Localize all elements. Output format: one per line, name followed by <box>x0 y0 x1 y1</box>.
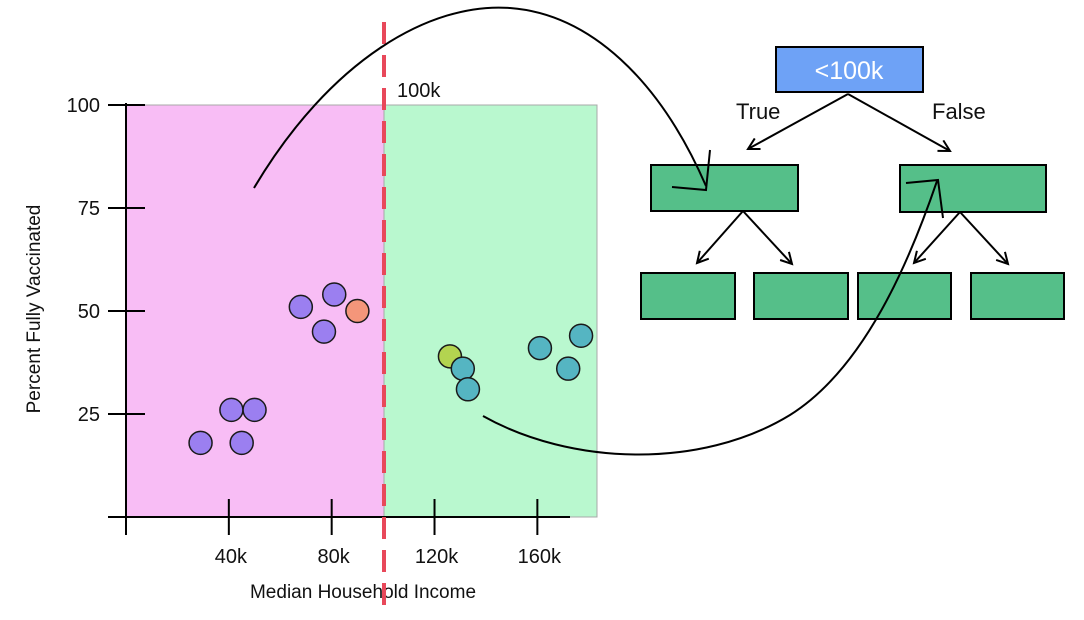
y-tick-label: 100 <box>67 95 100 117</box>
y-tick-label: 50 <box>78 301 100 323</box>
y-tick-label: 75 <box>78 198 100 220</box>
x-tick-label: 160k <box>518 546 562 568</box>
data-point <box>229 430 254 456</box>
x-tick-label: 120k <box>415 546 459 568</box>
true-child-left-edge <box>697 210 744 263</box>
root-node <box>775 46 924 93</box>
right-region-to-false-node-arrow <box>482 180 938 456</box>
false-node-arrowhead <box>905 178 944 219</box>
split-label: 100k <box>397 80 441 102</box>
true-node-arrowhead <box>671 149 711 192</box>
true-child-right-edge <box>742 210 792 264</box>
root-to-false-edge <box>847 93 950 151</box>
data-point <box>242 397 267 423</box>
leaf-node-3 <box>857 272 952 320</box>
leaf-node-2 <box>753 272 849 320</box>
leaf-node-4 <box>970 272 1065 320</box>
data-point <box>455 377 481 402</box>
data-point <box>311 319 337 344</box>
data-point <box>527 335 553 361</box>
data-point <box>219 397 244 423</box>
data-point <box>188 430 213 456</box>
data-point <box>345 298 370 324</box>
false-child-right-edge <box>959 211 1008 264</box>
false-child-left-edge <box>914 211 961 263</box>
right-region-over-100k <box>383 104 598 518</box>
y-axis-title: Percent Fully Vaccinated <box>24 205 45 414</box>
data-point <box>322 282 347 307</box>
decision-tree: <100k True False <box>640 46 1065 320</box>
false-child-node <box>899 164 1047 213</box>
y-ticks: 25 50 75 100 <box>67 95 145 426</box>
data-point <box>555 356 581 381</box>
data-point <box>288 294 314 320</box>
x-tick-label: 40k <box>215 546 248 568</box>
x-tick-label: 80k <box>318 546 351 568</box>
x-ticks: 40k 80k 120k 160k <box>125 499 562 568</box>
left-region-under-100k <box>125 104 385 518</box>
scatter-plot: 25 50 75 100 40k 80k 120k 160k Median Househol… <box>24 22 598 610</box>
root-to-true-edge <box>748 93 849 149</box>
scatter-points <box>188 282 594 456</box>
left-region-to-true-node-arrow <box>253 6 707 189</box>
root-node-label: <100k <box>815 57 884 85</box>
data-point <box>568 323 594 348</box>
leaf-node-1 <box>640 272 736 320</box>
x-axis-title: Median Household Income <box>250 582 476 603</box>
true-branch-label: True <box>736 99 780 124</box>
false-branch-label: False <box>932 99 986 124</box>
y-tick-label: 25 <box>78 404 100 426</box>
data-point <box>450 356 476 381</box>
